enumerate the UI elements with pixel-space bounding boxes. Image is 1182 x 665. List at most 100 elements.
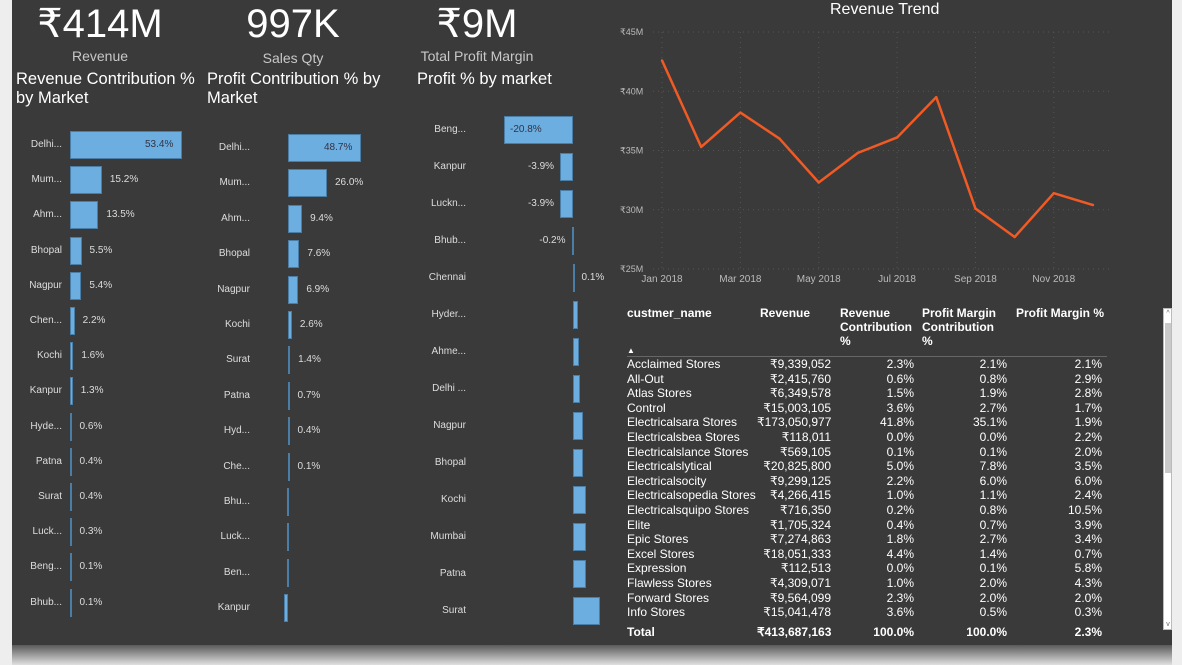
bar[interactable] bbox=[70, 518, 72, 547]
table-row[interactable]: Forward Stores ₹9,564,099 2.3% 2.0% 2.0% bbox=[627, 591, 1107, 606]
bar[interactable] bbox=[283, 594, 288, 623]
table-row[interactable]: Electricalsocity ₹9,299,125 2.2% 6.0% 6.0% bbox=[627, 474, 1107, 489]
bar[interactable] bbox=[70, 236, 82, 265]
data-label: 1.3% bbox=[80, 385, 104, 397]
table-scrollbar[interactable]: ^ v bbox=[1163, 308, 1172, 630]
bar[interactable] bbox=[70, 131, 182, 159]
bar[interactable] bbox=[560, 190, 573, 218]
bar[interactable] bbox=[70, 342, 74, 371]
table-cell: ₹1,705,324 bbox=[769, 517, 831, 532]
bar[interactable] bbox=[70, 483, 72, 511]
bar[interactable] bbox=[70, 588, 72, 617]
category-label: Delhi... bbox=[218, 142, 250, 153]
bar[interactable] bbox=[573, 597, 600, 625]
table-cell: 2.3% bbox=[886, 357, 914, 371]
table-row[interactable]: Info Stores ₹15,041,478 3.6% 0.5% 0.3% bbox=[627, 605, 1107, 620]
table-row[interactable]: Electricalsbea Stores ₹118,011 0.0% 0.0% 2.2… bbox=[627, 430, 1107, 445]
bar[interactable] bbox=[286, 523, 289, 552]
table-cell: Elite bbox=[627, 517, 651, 532]
kpi-label: Total Profit Margin bbox=[420, 48, 534, 64]
category-label: Kochi bbox=[224, 319, 250, 330]
bar[interactable] bbox=[286, 488, 289, 516]
category-label: Nagpur bbox=[29, 279, 62, 291]
scroll-up-icon[interactable]: ^ bbox=[1166, 310, 1170, 317]
table-cell: 0.7% bbox=[1074, 546, 1102, 561]
bar[interactable] bbox=[70, 166, 102, 195]
table-cell: 1.5% bbox=[886, 386, 914, 401]
kpi-revenue[interactable]: ₹414M Revenue bbox=[20, 2, 180, 64]
bar[interactable] bbox=[573, 338, 579, 366]
bar[interactable] bbox=[288, 452, 290, 481]
category-label: Ahme... bbox=[431, 346, 466, 357]
bar[interactable] bbox=[560, 153, 573, 181]
bar[interactable] bbox=[573, 301, 578, 329]
table-cell: 3.4% bbox=[1074, 532, 1102, 547]
kpi-profit-margin[interactable]: ₹9M Total Profit Margin bbox=[397, 2, 557, 64]
table-row[interactable]: Atlas Stores ₹6,349,578 1.5% 1.9% 2.8% bbox=[627, 386, 1107, 401]
bar[interactable] bbox=[70, 377, 73, 406]
bar[interactable] bbox=[288, 204, 303, 233]
bar[interactable] bbox=[70, 307, 75, 335]
table-cell: 1.9% bbox=[1074, 415, 1102, 430]
bar[interactable] bbox=[288, 311, 292, 339]
bar[interactable] bbox=[70, 412, 72, 441]
sort-ascending-icon[interactable]: ▲ bbox=[627, 346, 635, 355]
bar[interactable] bbox=[573, 264, 575, 292]
table-row[interactable]: All-Out ₹2,415,760 0.6% 0.8% 2.9% bbox=[627, 372, 1107, 387]
column-header[interactable]: Profit Margin Contribution % bbox=[922, 306, 996, 348]
bar[interactable] bbox=[573, 523, 586, 551]
table-cell: Excel Stores bbox=[627, 546, 695, 561]
table-row[interactable]: Electricalsara Stores ₹173,050,977 41.8% 35… bbox=[627, 415, 1107, 430]
bar[interactable] bbox=[288, 417, 290, 446]
total-cell: Total bbox=[627, 625, 655, 639]
scroll-down-icon[interactable]: v bbox=[1166, 621, 1170, 628]
table-row[interactable]: Control ₹15,003,105 3.6% 2.7% 1.7% bbox=[627, 401, 1107, 416]
bar[interactable] bbox=[288, 240, 300, 269]
table-row[interactable]: Epic Stores ₹7,274,863 1.8% 2.7% 3.4% bbox=[627, 532, 1107, 547]
bar[interactable] bbox=[573, 375, 580, 403]
bar[interactable] bbox=[70, 271, 82, 300]
table-cell: 0.0% bbox=[979, 430, 1007, 444]
table-row[interactable]: Electricalslance Stores ₹569,105 0.1% 0.1% 2… bbox=[627, 445, 1107, 460]
bar[interactable] bbox=[286, 558, 289, 587]
table-cell: ₹2,415,760 bbox=[769, 371, 831, 386]
table-row[interactable]: Excel Stores ₹18,051,333 4.4% 1.4% 0.7% bbox=[627, 547, 1107, 562]
table-cell: Acclaimed Stores bbox=[627, 357, 721, 371]
table-row[interactable]: Electricalslytical ₹20,825,800 5.0% 7.8% 3.5… bbox=[627, 459, 1107, 474]
scroll-thumb[interactable] bbox=[1165, 323, 1171, 473]
table-row[interactable]: Electricalsquipo Stores ₹716,350 0.2% 0.8% 1… bbox=[627, 503, 1107, 518]
column-header[interactable]: Profit Margin % bbox=[1016, 306, 1105, 320]
dashboard-canvas bbox=[12, 0, 1172, 645]
bar[interactable] bbox=[573, 449, 584, 477]
bar[interactable] bbox=[288, 134, 361, 162]
y-tick-label: ₹35M bbox=[620, 146, 643, 156]
bar[interactable] bbox=[70, 447, 72, 476]
kpi-value: ₹9M bbox=[436, 2, 518, 46]
table-row[interactable]: Expression ₹112,513 0.0% 0.1% 5.8% bbox=[627, 561, 1107, 576]
table-cell: 41.8% bbox=[879, 415, 914, 430]
bar[interactable] bbox=[288, 381, 290, 410]
bar[interactable] bbox=[288, 346, 291, 375]
bar[interactable] bbox=[573, 412, 583, 440]
table-row[interactable]: Elite ₹1,705,324 0.4% 0.7% 3.9% bbox=[627, 518, 1107, 533]
bar[interactable] bbox=[573, 486, 586, 514]
bar[interactable] bbox=[573, 560, 586, 588]
bar[interactable] bbox=[70, 201, 99, 230]
table-cell: 2.9% bbox=[1074, 371, 1102, 386]
column-header[interactable]: custmer_name bbox=[627, 306, 712, 320]
table-row[interactable]: Electricalsopedia Stores ₹4,266,415 1.0% 1.… bbox=[627, 488, 1107, 503]
bar[interactable] bbox=[571, 227, 574, 255]
bar[interactable] bbox=[70, 553, 72, 582]
table-cell: Electricalslance Stores bbox=[627, 444, 749, 459]
bar[interactable] bbox=[288, 169, 327, 198]
table-row[interactable]: Flawless Stores ₹4,309,071 1.0% 2.0% 4.3% bbox=[627, 576, 1107, 591]
kpi-sales-qty[interactable]: 997K Sales Qty bbox=[213, 2, 373, 66]
bar[interactable] bbox=[504, 116, 573, 144]
table-row[interactable]: Acclaimed Stores ₹9,339,052 2.3% 2.1% 2.1% bbox=[627, 357, 1107, 372]
column-header[interactable]: Revenue Contribution % bbox=[840, 306, 912, 348]
category-label: Kanpur bbox=[433, 161, 466, 172]
bar[interactable] bbox=[288, 275, 299, 304]
column-header[interactable]: Revenue bbox=[760, 306, 811, 320]
data-label: 48.7% bbox=[324, 142, 353, 153]
